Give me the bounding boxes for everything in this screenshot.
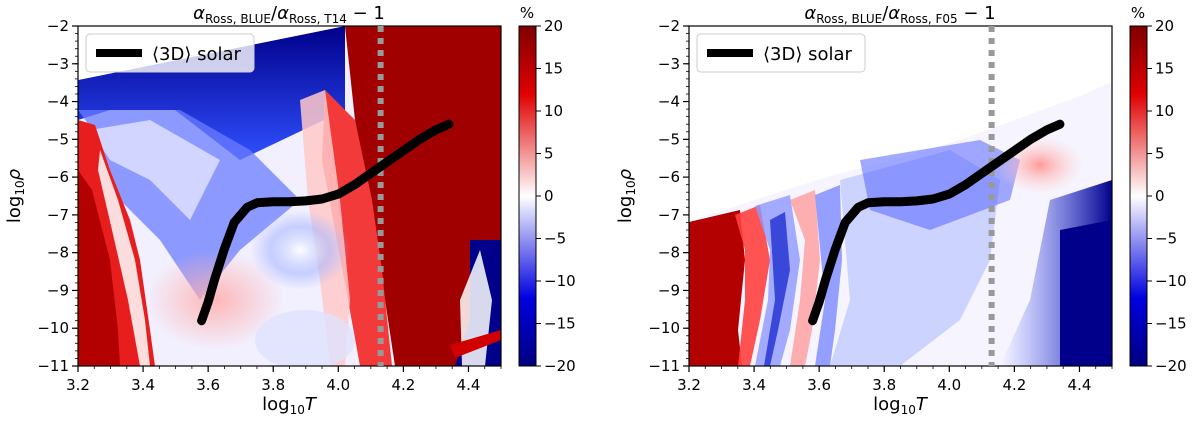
colorbar-tick-label: 10 [544,102,563,120]
y-tick-label: −5 [658,130,680,148]
left-panel: 3.2 3.4 3.6 3.8 4.0 4.2 4.4 −2 −3 −4 −5 −6 −7 −8 −9 −1… [4,3,576,417]
right-panel: 3.2 3.4 3.6 3.8 4.0 4.2 4.4 −2 −3 −4 −5 −6 −7 −8 −9 −1… [615,3,1187,417]
y-tick-label: −10 [37,319,69,337]
right-colorbar-label: % [1131,4,1145,22]
y-tick-label: −11 [648,357,680,375]
right-y-label: log10ρ [615,168,638,223]
x-tick-label: 4.2 [391,376,415,394]
y-tick-label: −11 [37,357,69,375]
right-colorbar: 20 15 10 5 0 −5 −10 −15 −20 % [1129,4,1187,375]
y-tick-label: −10 [648,319,680,337]
right-heatmap [689,26,1112,366]
right-colorbar-ticks: 20 15 10 5 0 −5 −10 −15 −20 [1147,17,1187,375]
right-y-ticks: −2 −3 −4 −5 −6 −7 −8 −9 −10 −11 [648,17,689,375]
y-tick-label: −9 [47,281,69,299]
right-x-label: log10T [873,394,929,417]
x-tick-label: 3.8 [872,376,896,394]
y-tick-label: −2 [658,17,680,35]
y-tick-label: −2 [47,17,69,35]
right-chart-title: αRoss, BLUE/αRoss, F05 − 1 [804,3,995,26]
y-tick-label: −3 [658,55,680,73]
left-y-label: log10ρ [4,168,27,223]
colorbar-tick-label: 10 [1155,102,1174,120]
left-minor-ticks [75,25,502,369]
x-tick-label: 3.6 [807,376,831,394]
right-legend: ⟨3D⟩ solar [696,33,866,73]
x-tick-label: 4.0 [937,376,961,394]
y-tick-label: −6 [658,168,680,186]
colorbar-tick-label: 5 [544,145,554,163]
colorbar-tick-label: −15 [544,315,576,333]
colorbar-tick-label: 15 [544,60,563,78]
colorbar-tick-label: 15 [1155,60,1174,78]
colorbar-tick-label: 5 [1155,145,1165,163]
y-tick-label: −7 [658,206,680,224]
x-tick-label: 4.4 [1068,376,1092,394]
colorbar-tick-label: −5 [1155,230,1177,248]
right-x-ticks: 3.2 3.4 3.6 3.8 4.0 4.2 4.4 [677,366,1091,394]
colorbar-tick-label: −20 [1155,357,1187,375]
colorbar-tick-label: 0 [544,187,554,205]
colorbar-tick-label: −10 [544,272,576,290]
y-tick-label: −6 [47,168,69,186]
left-y-ticks: −2 −3 −4 −5 −6 −7 −8 −9 −10 −11 [37,17,78,375]
y-tick-label: −4 [658,93,680,111]
left-colorbar-ticks: 20 15 10 5 0 −5 −10 −15 −20 [536,17,576,375]
x-tick-label: 3.4 [131,376,155,394]
colorbar-tick-label: 20 [1155,17,1174,35]
colorbar-tick-label: −10 [1155,272,1187,290]
colorbar-tick-label: −20 [544,357,576,375]
left-solar-curve [197,119,454,326]
x-tick-label: 3.2 [66,376,90,394]
y-tick-label: −8 [658,244,680,262]
x-tick-label: 3.8 [261,376,285,394]
y-tick-label: −3 [47,55,69,73]
x-tick-label: 4.4 [457,376,481,394]
left-chart-title: αRoss, BLUE/αRoss, T14 − 1 [193,3,385,26]
colorbar-tick-label: −15 [1155,315,1187,333]
y-tick-label: −8 [47,244,69,262]
right-legend-label: ⟨3D⟩ solar [763,44,853,65]
x-tick-label: 4.2 [1002,376,1026,394]
left-colorbar-label: % [520,4,534,22]
left-legend-label: ⟨3D⟩ solar [152,44,242,65]
left-legend: ⟨3D⟩ solar [85,33,255,73]
x-tick-label: 3.6 [196,376,220,394]
colorbar-tick-label: 0 [1155,187,1165,205]
x-tick-label: 3.2 [677,376,701,394]
left-x-ticks: 3.2 3.4 3.6 3.8 4.0 4.2 4.4 [66,366,480,394]
y-tick-label: −9 [658,281,680,299]
y-tick-label: −4 [47,93,69,111]
x-tick-label: 4.0 [326,376,350,394]
left-colorbar: 20 15 10 5 0 −5 −10 −15 −20 % [518,4,576,375]
y-tick-label: −7 [47,206,69,224]
colorbar-tick-label: 20 [544,17,563,35]
right-solar-curve [808,119,1065,326]
left-x-label: log10T [262,394,318,417]
x-tick-label: 3.4 [742,376,766,394]
right-minor-ticks [686,25,1113,369]
y-tick-label: −5 [47,130,69,148]
colorbar-tick-label: −5 [544,230,566,248]
